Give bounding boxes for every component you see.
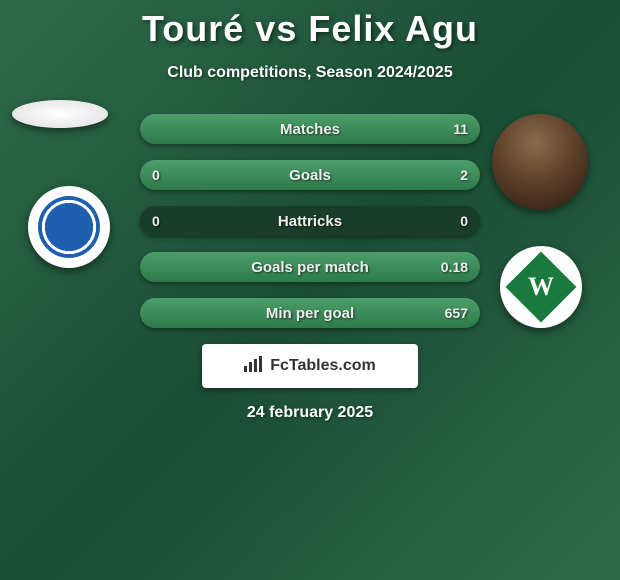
- werder-icon: W: [510, 256, 572, 318]
- stat-row-min-per-goal: Min per goal 657: [140, 298, 480, 328]
- chart-icon: [244, 356, 264, 377]
- player-right-photo: [492, 114, 588, 210]
- player-left-photo: [12, 100, 108, 128]
- stats-container: W Matches 11 0 Goals 2 0 Hattricks 0 Goa…: [0, 114, 620, 328]
- season-subtitle: Club competitions, Season 2024/2025: [0, 64, 620, 82]
- date-text: 24 february 2025: [0, 404, 620, 422]
- stat-left-value: 0: [152, 213, 160, 229]
- stat-label: Goals per match: [251, 259, 369, 276]
- stat-row-goals-per-match: Goals per match 0.18: [140, 252, 480, 282]
- club-badge-werder: W: [500, 246, 582, 328]
- stat-left-value: 0: [152, 167, 160, 183]
- stat-label: Min per goal: [266, 305, 354, 322]
- stat-row-hattricks: 0 Hattricks 0: [140, 206, 480, 236]
- club-badge-hoffenheim: [28, 186, 110, 268]
- branding-badge: FcTables.com: [202, 344, 418, 388]
- stat-right-value: 2: [460, 167, 468, 183]
- stat-right-value: 0.18: [441, 259, 468, 275]
- hoffenheim-icon: [38, 196, 100, 258]
- stat-row-goals: 0 Goals 2: [140, 160, 480, 190]
- stat-right-value: 657: [445, 305, 468, 321]
- stat-right-value: 0: [460, 213, 468, 229]
- stat-row-matches: Matches 11: [140, 114, 480, 144]
- stat-label: Hattricks: [278, 213, 342, 230]
- stat-label: Matches: [280, 121, 340, 138]
- stat-right-value: 11: [453, 121, 468, 137]
- branding-text: FcTables.com: [270, 357, 376, 375]
- stat-label: Goals: [289, 167, 331, 184]
- page-title: Touré vs Felix Agu: [0, 0, 620, 50]
